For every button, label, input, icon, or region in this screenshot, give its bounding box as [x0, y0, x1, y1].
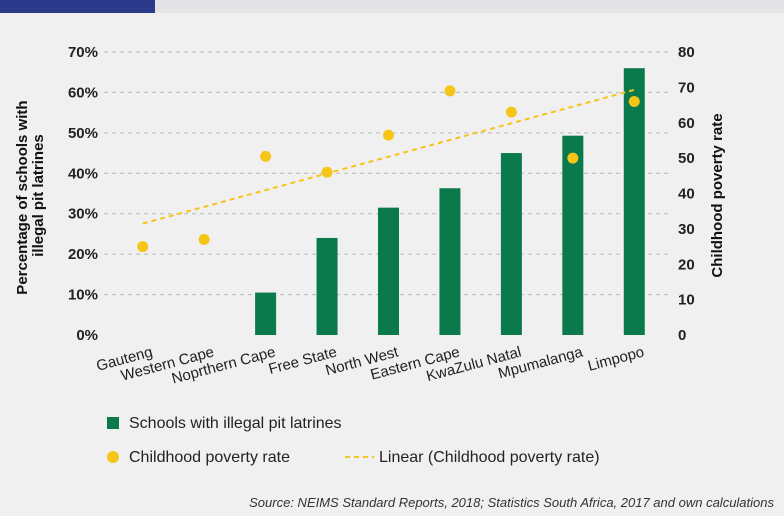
right-axis-ticks: 0 10 20 30 40 50 60 70 80: [678, 44, 695, 344]
scatter-point: [198, 233, 210, 245]
right-tick-label: 30: [678, 221, 695, 238]
bars: [255, 68, 645, 336]
bar: [439, 188, 461, 335]
scatter-point: [567, 152, 579, 164]
right-tick-label: 20: [678, 256, 695, 273]
left-axis-title-line2: illegal pit latrines: [30, 134, 47, 257]
left-tick-label: 40%: [68, 165, 98, 182]
left-axis-title-line1: Percentage of schools with: [14, 100, 31, 294]
legend-bar-swatch: [107, 417, 119, 429]
left-axis-ticks: 0% 10% 20% 30% 40% 50% 60% 70%: [68, 44, 98, 344]
legend-dot-swatch: [107, 451, 119, 463]
top-banner-accent: [0, 0, 155, 13]
right-tick-label: 50: [678, 150, 695, 167]
scatter-point: [628, 96, 640, 108]
right-tick-label: 60: [678, 115, 695, 132]
trendline: [142, 88, 635, 225]
legend-trend-label: Linear (Childhood poverty rate): [379, 449, 600, 466]
bar: [623, 68, 645, 336]
bar: [562, 135, 584, 335]
source-note: Source: NEIMS Standard Reports, 2018; St…: [249, 495, 774, 510]
scatter-points: [137, 85, 640, 253]
right-tick-label: 10: [678, 292, 695, 309]
left-tick-label: 30%: [68, 206, 98, 223]
top-banner: [0, 0, 784, 13]
scatter-point: [260, 150, 272, 162]
scatter-point: [137, 241, 149, 253]
right-axis-title: Childhood poverty rate: [709, 113, 726, 277]
right-tick-label: 80: [678, 44, 695, 61]
left-tick-label: 20%: [68, 246, 98, 263]
right-tick-label: 40: [678, 186, 695, 203]
bar: [378, 207, 399, 335]
bar: [316, 237, 338, 335]
legend: Schools with illegal pit latrines Childh…: [107, 415, 600, 466]
left-tick-label: 50%: [68, 125, 98, 142]
right-tick-label: 70: [678, 79, 695, 96]
left-tick-label: 70%: [68, 44, 98, 61]
trend-line: [142, 88, 635, 225]
legend-dot-label: Childhood poverty rate: [129, 449, 290, 466]
left-axis-title: Percentage of schools with illegal pit l…: [14, 96, 47, 294]
scatter-point: [444, 85, 456, 97]
legend-bar-label: Schools with illegal pit latrines: [129, 415, 342, 432]
bar: [500, 153, 522, 335]
left-tick-label: 0%: [76, 327, 98, 344]
scatter-point: [505, 106, 517, 118]
category-label: Limpopo: [586, 343, 646, 374]
scatter-point: [383, 129, 394, 141]
left-tick-label: 10%: [68, 287, 98, 304]
scatter-point: [321, 166, 333, 178]
bar: [255, 292, 277, 335]
right-tick-label: 0: [678, 327, 686, 344]
left-tick-label: 60%: [68, 84, 98, 101]
